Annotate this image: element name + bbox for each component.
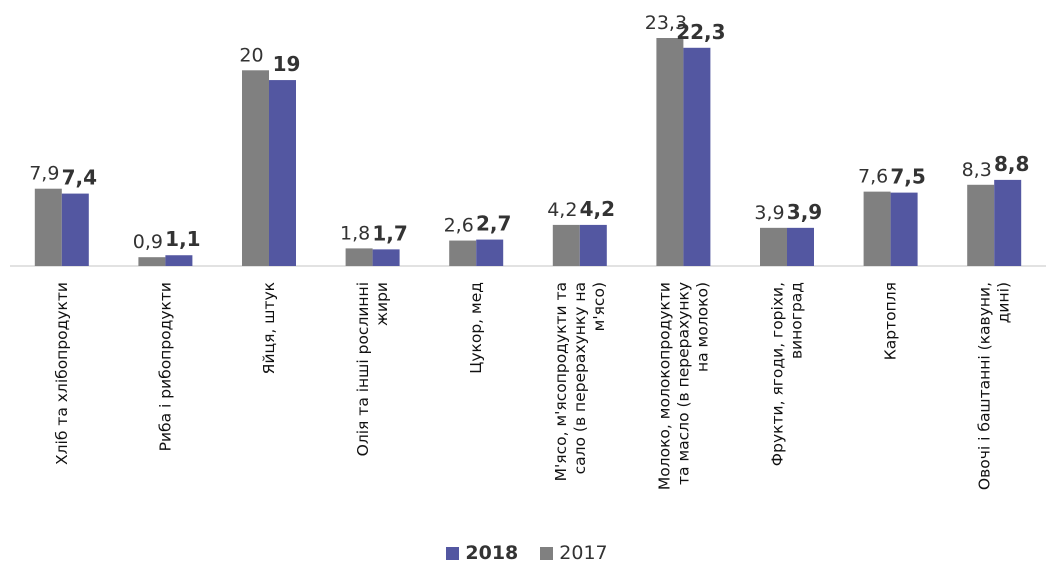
category-label: Цукор, мед — [467, 282, 485, 374]
data-label-2017: 1,8 — [340, 222, 370, 244]
category-label-line: Яйця, штук — [260, 282, 278, 374]
category-label-line: виноград — [788, 282, 806, 359]
category-label-line: м'ясо) — [590, 282, 608, 331]
data-label-2017: 7,9 — [29, 163, 59, 185]
bar-2017 — [242, 70, 269, 267]
category-label-line: сало (в перерахунку на — [571, 282, 589, 474]
legend-label-2017: 2017 — [559, 542, 608, 564]
bar-2017 — [967, 184, 995, 266]
category-label: Овочі і баштанні (кавуни, дині) — [976, 282, 1013, 490]
legend-swatch-2018 — [446, 546, 460, 560]
category-label-line: Картопля — [882, 282, 900, 360]
data-label-2018: 2,7 — [476, 212, 511, 236]
legend-item-2017: 2017 — [540, 542, 608, 564]
category-label-line: М'ясо, м'ясопродукти та — [552, 282, 570, 481]
bar-2018 — [683, 47, 711, 267]
data-label-2017: 2,6 — [444, 215, 474, 237]
bar-2018 — [165, 255, 193, 266]
category-label: Хліб та хлібопродукти — [53, 282, 71, 465]
category-label: Фрукти, ягоди, горіхи, виноград — [769, 282, 806, 466]
bar-2018 — [476, 239, 504, 266]
bar-2017 — [656, 38, 684, 266]
data-label-2018: 7,4 — [62, 166, 97, 190]
data-label-2017: 7,6 — [858, 166, 888, 188]
bar-2017 — [760, 227, 787, 266]
category-label-line: на молоко) — [693, 282, 711, 372]
bar-2018 — [269, 80, 296, 266]
bar-2018 — [372, 249, 400, 266]
data-label-2018: 19 — [273, 52, 301, 76]
category-label-line: Фрукти, ягоди, горіхи, — [769, 282, 787, 466]
category-label: Молоко, молокопродукти та масло (в перера… — [655, 282, 711, 490]
category-label: Картопля — [882, 282, 900, 360]
data-label-2017: 8,3 — [962, 159, 992, 181]
legend-item-2018: 2018 — [446, 542, 518, 564]
data-label-2018: 3,9 — [787, 200, 822, 224]
legend-label-2018: 2018 — [465, 542, 519, 564]
data-label-2018: 1,7 — [372, 221, 407, 245]
data-label-2018: 1,1 — [165, 227, 200, 251]
category-label-line: та масло (в перерахунку — [674, 282, 692, 485]
category-label: Олія та інші рослинні жири — [354, 282, 391, 456]
category-label-line: Олія та інші рослинні — [354, 282, 372, 456]
chart-legend: 2018 2017 — [0, 542, 1054, 564]
category-label-line: Цукор, мед — [467, 282, 485, 374]
data-label-2018: 4,2 — [580, 197, 615, 221]
category-label-line: Риба і рибопродукти — [156, 282, 174, 451]
data-label-2017: 0,9 — [133, 231, 163, 253]
data-label-2018: 22,3 — [676, 20, 725, 44]
category-label-line: Молоко, молокопродукти — [655, 282, 673, 490]
category-label-line: Овочі і баштанні (кавуни, — [976, 282, 994, 490]
data-label-2018: 8,8 — [994, 152, 1029, 176]
data-label-2017: 20 — [239, 44, 263, 66]
bar-2017 — [449, 240, 477, 266]
bar-2018 — [61, 193, 89, 266]
bar-2017 — [34, 188, 62, 266]
data-label-2017: 3,9 — [754, 202, 784, 224]
bar-2018 — [890, 192, 918, 266]
category-label-line: жири — [373, 282, 391, 326]
category-label: М'ясо, м'ясопродукти та сало (в перерахун… — [552, 282, 608, 481]
category-label: Яйця, штук — [260, 282, 278, 374]
data-label-2018: 7,5 — [890, 165, 925, 189]
bar-2017 — [345, 248, 373, 266]
bar-2017 — [138, 257, 166, 266]
bar-2018 — [787, 227, 814, 266]
category-label-line: Хліб та хлібопродукти — [53, 282, 71, 465]
category-label-line: дині) — [995, 282, 1013, 323]
bar-2017 — [552, 224, 580, 266]
data-label-2017: 4,2 — [547, 199, 577, 221]
legend-swatch-2017 — [540, 546, 554, 560]
bar-2018 — [994, 179, 1022, 266]
bar-2018 — [579, 224, 607, 266]
bar-2017 — [863, 191, 891, 266]
category-label: Риба і рибопродукти — [156, 282, 174, 451]
data-label-2017: 23,3 — [645, 12, 687, 34]
